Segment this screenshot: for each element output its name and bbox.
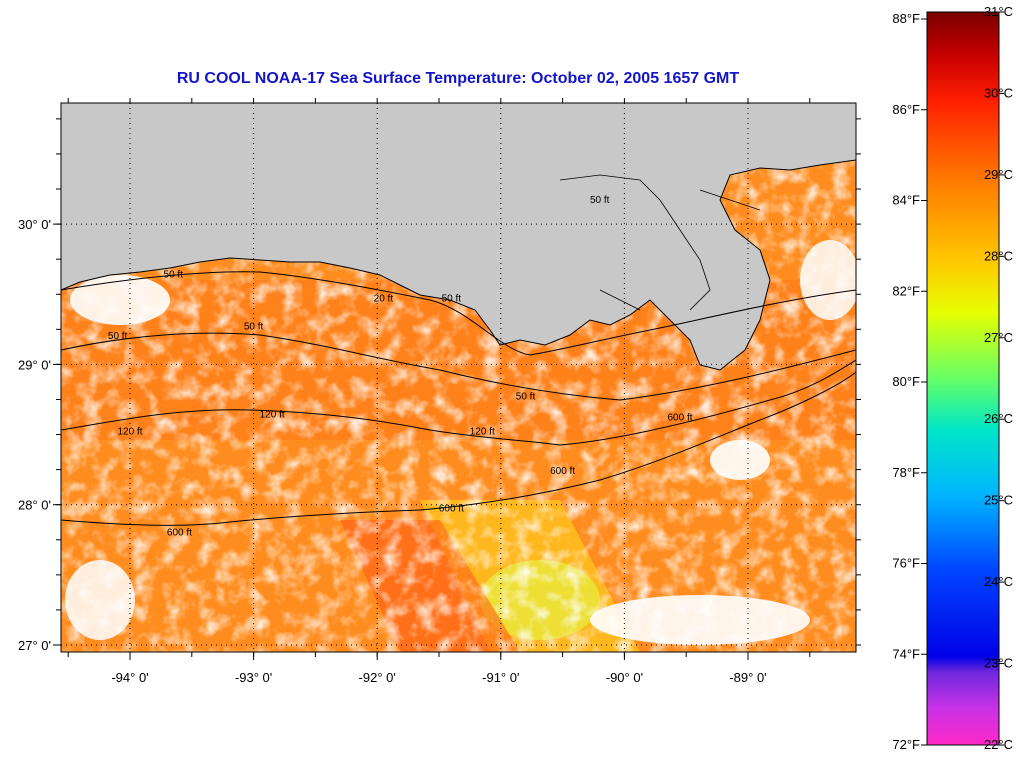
lat-label: 30° 0' (18, 217, 51, 232)
contour-label: 600 ft (550, 466, 575, 477)
map-frame (60, 102, 857, 653)
colorbar-f-label: 78°F (892, 465, 920, 480)
lat-label: 29° 0' (18, 357, 51, 372)
land-mass (61, 103, 856, 371)
contour-label: 50 ft (516, 391, 536, 402)
sst-field (61, 103, 856, 652)
lon-label: -91° 0' (482, 670, 519, 685)
contour-label: 50 ft (108, 331, 128, 342)
colorbar-f-label: 74°F (892, 646, 920, 661)
map-title: RU COOL NOAA-17 Sea Surface Temperature:… (176, 70, 740, 87)
contour-label: 120 ft (117, 427, 142, 438)
colorbar-f-label: 76°F (892, 556, 920, 571)
contour-label: 600 ft (439, 504, 464, 515)
contour-labels: 50 ft 50 ft 50 ft 50 ft 20 ft 50 ft 50 ft 120 f… (108, 195, 693, 539)
colorbar-c-label: 29°C (984, 167, 1013, 182)
contour-label: 50 ft (164, 269, 184, 280)
lon-label: -93° 0' (235, 670, 272, 685)
colorbar-f-label: 82°F (892, 283, 920, 298)
colorbar-f-label: 84°F (892, 193, 920, 208)
contour-label: 600 ft (167, 528, 192, 539)
contour-label: 120 ft (470, 427, 495, 438)
coastline-detail (559, 174, 761, 311)
contour-label: 600 ft (668, 413, 693, 424)
colorbar-f-label: 86°F (892, 102, 920, 117)
colorbar-c-label: 24°C (984, 574, 1013, 589)
contour-label: 50 ft (590, 195, 610, 206)
lat-label: 28° 0' (18, 498, 51, 513)
contour-label: 20 ft (374, 293, 394, 304)
lon-label: -92° 0' (359, 670, 396, 685)
colorbar (926, 11, 1000, 746)
lon-label: -94° 0' (111, 670, 148, 685)
colorbar-c-label: 23°C (984, 656, 1013, 671)
colorbar-c-label: 22°C (984, 737, 1013, 752)
colorbar-c-label: 30°C (984, 85, 1013, 100)
contour-label: 120 ft (260, 410, 285, 421)
bathymetry-contours (61, 271, 856, 526)
contour-label: 50 ft (244, 321, 264, 332)
lat-label: 27° 0' (18, 638, 51, 653)
colorbar-c-label: 26°C (984, 411, 1013, 426)
colorbar-c-label: 25°C (984, 493, 1013, 508)
colorbar-c-label: 31°C (984, 4, 1013, 19)
axis-ticks (53, 98, 861, 660)
colorbar-f-label: 88°F (892, 11, 920, 26)
colorbar-f-label: 72°F (892, 737, 920, 752)
colorbar-c-label: 27°C (984, 330, 1013, 345)
colorbar-celsius-labels: 31°C 30°C 29°C 28°C 27°C 26°C 25°C 24°C 23°C 22°C (984, 4, 1013, 752)
axis-labels: -94° 0' -93° 0' -92° 0' -91° 0' -90° 0' -89° … (18, 217, 767, 685)
lon-label: -89° 0' (729, 670, 766, 685)
contour-label: 50 ft (442, 293, 462, 304)
colorbar-f-label: 80°F (892, 374, 920, 389)
colorbar-fahrenheit-labels: 88°F 86°F 84°F 82°F 80°F 78°F 76°F 74°F 72°F (892, 11, 927, 752)
colorbar-c-label: 28°C (984, 248, 1013, 263)
lon-label: -90° 0' (606, 670, 643, 685)
